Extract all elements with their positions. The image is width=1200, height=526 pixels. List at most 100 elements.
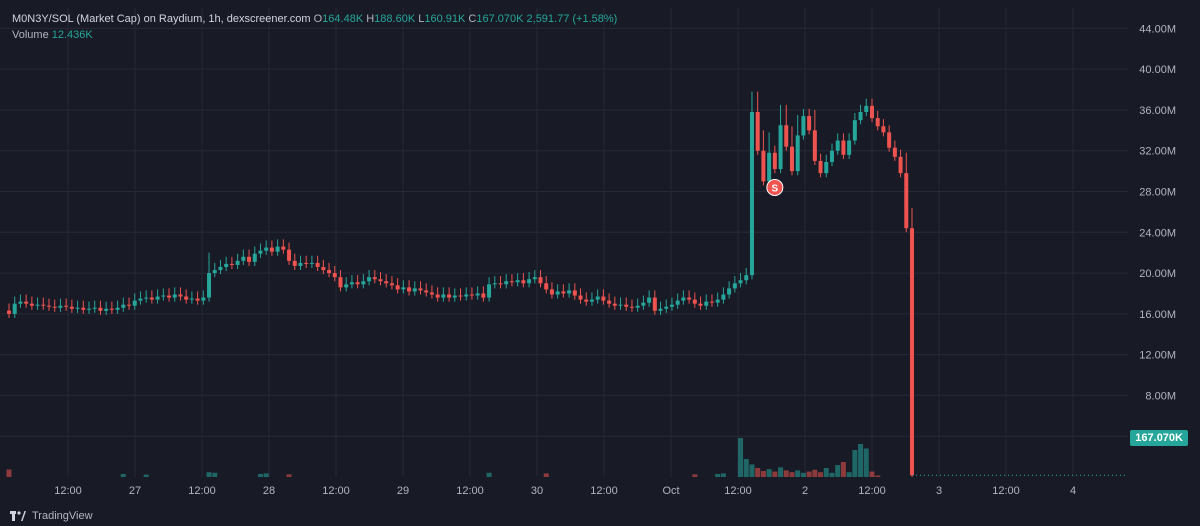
candle-body	[812, 130, 817, 161]
volume-bar	[778, 467, 784, 477]
candle-body	[104, 308, 109, 311]
candle-body	[669, 304, 674, 307]
candle-body	[235, 260, 240, 265]
tradingview-logo-icon	[10, 511, 26, 521]
volume-bar	[823, 468, 829, 477]
candle-body	[847, 140, 852, 155]
candle-body	[121, 304, 126, 308]
volume-bar	[863, 448, 869, 477]
x-tick-label: 28	[263, 485, 275, 497]
sell-marker-label: S	[771, 183, 778, 194]
x-tick-label: 2	[802, 485, 808, 497]
candle-body	[58, 305, 63, 308]
candle-body	[224, 263, 229, 267]
candle-body	[207, 273, 212, 298]
volume-bar	[743, 459, 749, 477]
candle-body	[218, 266, 223, 271]
candle-body	[589, 299, 594, 302]
candle-body	[801, 116, 806, 136]
candle-body	[52, 306, 57, 308]
volume-bar	[120, 474, 126, 477]
footer: TradingView	[10, 510, 93, 522]
candle-body	[469, 294, 474, 296]
y-tick-label: 32.00M	[1139, 146, 1176, 158]
candle-body	[212, 270, 217, 274]
candle-body	[544, 283, 549, 290]
volume-bar	[835, 465, 841, 477]
candle-body	[7, 310, 11, 314]
candle-body	[475, 293, 480, 296]
candle-body	[264, 247, 269, 251]
candle-body	[189, 298, 194, 300]
candle-body	[892, 147, 897, 157]
chart-legend: M0N3Y/SOL (Market Cap) on Raydium, 1h, d…	[12, 12, 617, 42]
candle-body	[904, 173, 909, 229]
candle-body	[864, 105, 869, 112]
candle-body	[12, 303, 17, 314]
candle-body	[824, 161, 829, 174]
candle-body	[412, 288, 417, 292]
candle-body	[852, 120, 857, 141]
candle-body	[287, 249, 292, 261]
candle-body	[155, 296, 160, 300]
x-tick-label: 12:00	[456, 485, 484, 497]
candle-body	[281, 246, 286, 250]
candle-body	[424, 290, 429, 293]
candle-body	[367, 277, 372, 282]
high-value: 188.60K	[374, 13, 416, 25]
candle-body	[35, 304, 40, 306]
volume-bars	[6, 438, 881, 477]
candle-body	[635, 305, 640, 308]
candle-body	[504, 281, 509, 285]
volume-bar	[783, 470, 789, 477]
candle-body	[721, 294, 726, 300]
candle-body	[144, 297, 149, 299]
candle-body	[75, 307, 80, 309]
volume-value: 12.436K	[51, 29, 93, 41]
volume-bar	[286, 474, 292, 477]
candle-body	[247, 256, 252, 262]
candle-body	[241, 256, 246, 261]
candle-body	[418, 288, 423, 291]
volume-bar	[852, 450, 858, 477]
volume-bar	[806, 471, 812, 477]
candle-body	[807, 116, 812, 131]
candle-body	[709, 301, 714, 303]
candle-body	[567, 290, 572, 294]
candle-body	[132, 300, 137, 306]
volume-bar	[263, 473, 269, 477]
candle-body	[69, 306, 74, 309]
volume-bar	[818, 472, 824, 477]
volume-bar	[143, 474, 149, 477]
volume-bar	[789, 472, 795, 477]
candle-body	[401, 287, 406, 290]
grid: 44.00M40.00M36.00M32.00M28.00M24.00M20.0…	[0, 8, 1176, 497]
candle-body	[161, 295, 166, 297]
x-tick-label: 12:00	[54, 485, 82, 497]
candle-body	[869, 105, 874, 119]
candle-body	[292, 260, 297, 266]
candle-body	[395, 285, 400, 290]
candle-body	[315, 262, 320, 267]
candle-body	[692, 299, 697, 304]
candle-body	[429, 292, 434, 295]
candle-body	[549, 289, 554, 295]
candle-body	[561, 291, 566, 294]
candle-body	[441, 294, 446, 298]
y-tick-label: 40.00M	[1139, 64, 1176, 76]
volume-bar	[206, 472, 212, 477]
change-value: 2,591.77 (+1.58%)	[526, 13, 618, 25]
candle-body	[829, 150, 834, 162]
candle-body	[515, 280, 520, 283]
low-value: 160.91K	[424, 13, 466, 25]
volume-bar	[715, 474, 721, 477]
volume-label: Volume	[12, 29, 49, 41]
volume-bar	[772, 471, 778, 477]
candle-body	[641, 302, 646, 306]
high-label: H	[366, 13, 375, 25]
x-tick-label: 27	[129, 485, 141, 497]
y-tick-label: 36.00M	[1139, 105, 1176, 117]
candle-body	[858, 111, 863, 121]
candle-body	[487, 284, 492, 298]
